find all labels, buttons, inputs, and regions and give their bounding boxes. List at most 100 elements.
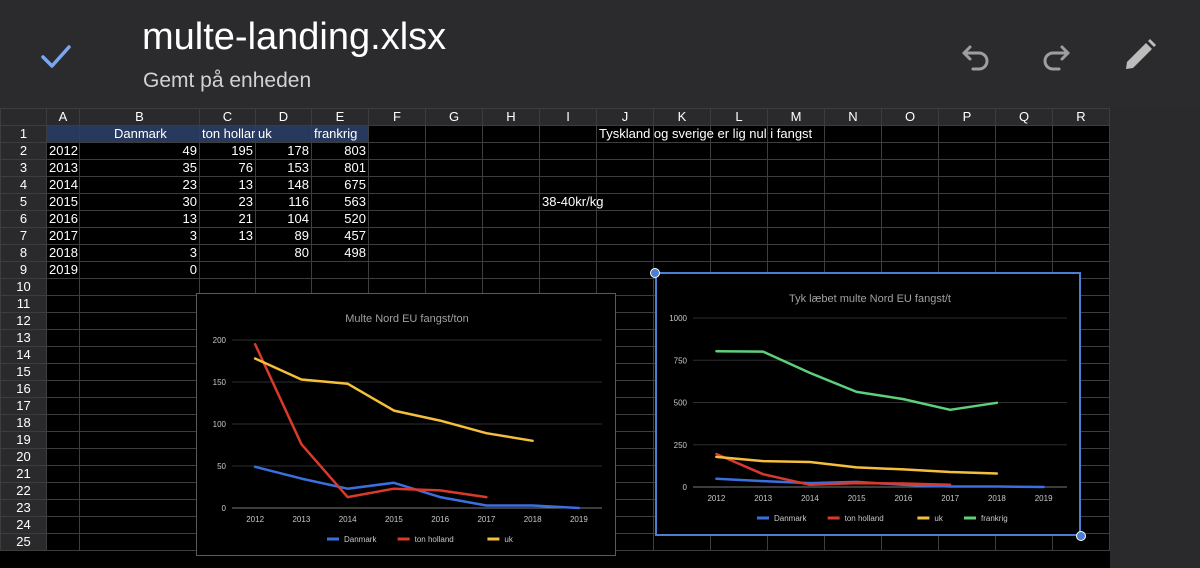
column-header-o[interactable]: O xyxy=(881,108,939,126)
chart-multe-nord[interactable]: Multe Nord EU fangst/ton 0 50 100 150 200 2012… xyxy=(196,293,616,556)
cell-j4[interactable] xyxy=(596,176,654,194)
cell-f2[interactable] xyxy=(368,142,426,160)
cell-g2[interactable] xyxy=(425,142,483,160)
cell-h5[interactable] xyxy=(482,193,540,211)
cell-e6[interactable]: 520 xyxy=(311,210,369,228)
cell-e2[interactable]: 803 xyxy=(311,142,369,160)
cell-e4[interactable]: 675 xyxy=(311,176,369,194)
cell-d4[interactable]: 148 xyxy=(255,176,312,194)
cell-b3[interactable]: 35 xyxy=(79,159,200,177)
cell-m4[interactable] xyxy=(767,176,825,194)
column-header-p[interactable]: P xyxy=(938,108,996,126)
cell-c4[interactable]: 13 xyxy=(199,176,256,194)
column-header-q[interactable]: Q xyxy=(995,108,1053,126)
cell-h3[interactable] xyxy=(482,159,540,177)
cell-a22[interactable] xyxy=(46,482,80,500)
select-all-corner[interactable] xyxy=(0,108,47,126)
cell-g3[interactable] xyxy=(425,159,483,177)
cell-q8[interactable] xyxy=(995,244,1053,262)
cell-k4[interactable] xyxy=(653,176,711,194)
cell-l8[interactable] xyxy=(710,244,768,262)
cell-r1[interactable] xyxy=(1052,125,1110,143)
cell-a12[interactable] xyxy=(46,312,80,330)
row-header-12[interactable]: 12 xyxy=(0,312,47,330)
cell-i1[interactable] xyxy=(539,125,597,143)
cell-a7[interactable]: 2017 xyxy=(46,227,80,245)
cell-e9[interactable] xyxy=(311,261,369,279)
cell-a21[interactable] xyxy=(46,465,80,483)
cell-r5[interactable] xyxy=(1052,193,1110,211)
cell-n7[interactable] xyxy=(824,227,882,245)
cell-a18[interactable] xyxy=(46,414,80,432)
column-header-n[interactable]: N xyxy=(824,108,882,126)
row-header-23[interactable]: 23 xyxy=(0,499,47,517)
cell-a20[interactable] xyxy=(46,448,80,466)
cell-a6[interactable]: 2016 xyxy=(46,210,80,228)
cell-h1[interactable] xyxy=(482,125,540,143)
cell-a10[interactable] xyxy=(46,278,80,296)
cell-o4[interactable] xyxy=(881,176,939,194)
cell-p2[interactable] xyxy=(938,142,996,160)
column-header-g[interactable]: G xyxy=(425,108,483,126)
cell-b14[interactable] xyxy=(79,346,200,364)
cell-n5[interactable] xyxy=(824,193,882,211)
cell-d5[interactable]: 116 xyxy=(255,193,312,211)
cell-a25[interactable] xyxy=(46,533,80,551)
cell-c1[interactable]: ton hollar xyxy=(199,125,256,143)
cell-b13[interactable] xyxy=(79,329,200,347)
cell-d7[interactable]: 89 xyxy=(255,227,312,245)
cell-n3[interactable] xyxy=(824,159,882,177)
cell-f5[interactable] xyxy=(368,193,426,211)
row-header-18[interactable]: 18 xyxy=(0,414,47,432)
cell-q1[interactable] xyxy=(995,125,1053,143)
cell-m6[interactable] xyxy=(767,210,825,228)
cell-j1[interactable]: Tyskland og sverige er lig nul i fangst xyxy=(596,125,812,143)
cell-q6[interactable] xyxy=(995,210,1053,228)
cell-b5[interactable]: 30 xyxy=(79,193,200,211)
cell-b22[interactable] xyxy=(79,482,200,500)
cell-l4[interactable] xyxy=(710,176,768,194)
cell-h4[interactable] xyxy=(482,176,540,194)
cell-f4[interactable] xyxy=(368,176,426,194)
row-header-20[interactable]: 20 xyxy=(0,448,47,466)
cell-g8[interactable] xyxy=(425,244,483,262)
cell-m3[interactable] xyxy=(767,159,825,177)
cell-p5[interactable] xyxy=(938,193,996,211)
cell-k2[interactable] xyxy=(653,142,711,160)
cell-b7[interactable]: 3 xyxy=(79,227,200,245)
cell-o1[interactable] xyxy=(881,125,939,143)
cell-j6[interactable] xyxy=(596,210,654,228)
cell-b11[interactable] xyxy=(79,295,200,313)
cell-a15[interactable] xyxy=(46,363,80,381)
cell-g4[interactable] xyxy=(425,176,483,194)
cell-n2[interactable] xyxy=(824,142,882,160)
cell-d8[interactable]: 80 xyxy=(255,244,312,262)
column-header-b[interactable]: B xyxy=(79,108,200,126)
cell-g6[interactable] xyxy=(425,210,483,228)
cell-r4[interactable] xyxy=(1052,176,1110,194)
cell-i3[interactable] xyxy=(539,159,597,177)
cell-p1[interactable] xyxy=(938,125,996,143)
cell-l3[interactable] xyxy=(710,159,768,177)
cell-p4[interactable] xyxy=(938,176,996,194)
cell-o6[interactable] xyxy=(881,210,939,228)
cell-b19[interactable] xyxy=(79,431,200,449)
cell-o8[interactable] xyxy=(881,244,939,262)
cell-p3[interactable] xyxy=(938,159,996,177)
row-header-11[interactable]: 11 xyxy=(0,295,47,313)
cell-i2[interactable] xyxy=(539,142,597,160)
cell-i9[interactable] xyxy=(539,261,597,279)
cell-b9[interactable]: 0 xyxy=(79,261,200,279)
row-header-5[interactable]: 5 xyxy=(0,193,47,211)
cell-a11[interactable] xyxy=(46,295,80,313)
cell-j9[interactable] xyxy=(596,261,654,279)
cell-q4[interactable] xyxy=(995,176,1053,194)
cell-b1[interactable]: Danmark xyxy=(79,125,200,143)
cell-f1[interactable] xyxy=(368,125,426,143)
cell-g1[interactable] xyxy=(425,125,483,143)
cell-f6[interactable] xyxy=(368,210,426,228)
cell-d9[interactable] xyxy=(255,261,312,279)
cell-d3[interactable]: 153 xyxy=(255,159,312,177)
cell-r7[interactable] xyxy=(1052,227,1110,245)
undo-icon[interactable] xyxy=(957,36,995,74)
